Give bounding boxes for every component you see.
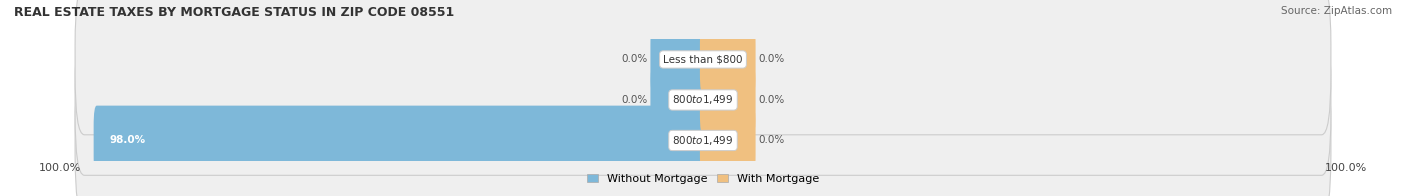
FancyBboxPatch shape: [700, 65, 755, 135]
FancyBboxPatch shape: [651, 25, 706, 94]
FancyBboxPatch shape: [651, 65, 706, 135]
FancyBboxPatch shape: [75, 65, 1331, 196]
Text: $800 to $1,499: $800 to $1,499: [672, 93, 734, 106]
Text: 0.0%: 0.0%: [759, 95, 785, 105]
FancyBboxPatch shape: [75, 0, 1331, 135]
Text: 0.0%: 0.0%: [621, 54, 647, 64]
FancyBboxPatch shape: [700, 25, 755, 94]
Text: 100.0%: 100.0%: [39, 163, 82, 173]
Text: REAL ESTATE TAXES BY MORTGAGE STATUS IN ZIP CODE 08551: REAL ESTATE TAXES BY MORTGAGE STATUS IN …: [14, 6, 454, 19]
Text: 0.0%: 0.0%: [759, 135, 785, 145]
Text: 0.0%: 0.0%: [621, 95, 647, 105]
Text: Less than $800: Less than $800: [664, 54, 742, 64]
Text: $800 to $1,499: $800 to $1,499: [672, 134, 734, 147]
FancyBboxPatch shape: [75, 25, 1331, 175]
FancyBboxPatch shape: [94, 106, 706, 175]
Legend: Without Mortgage, With Mortgage: Without Mortgage, With Mortgage: [582, 170, 824, 189]
Text: Source: ZipAtlas.com: Source: ZipAtlas.com: [1281, 6, 1392, 16]
Text: 98.0%: 98.0%: [110, 135, 145, 145]
FancyBboxPatch shape: [700, 106, 755, 175]
Text: 0.0%: 0.0%: [759, 54, 785, 64]
Text: 100.0%: 100.0%: [1324, 163, 1367, 173]
